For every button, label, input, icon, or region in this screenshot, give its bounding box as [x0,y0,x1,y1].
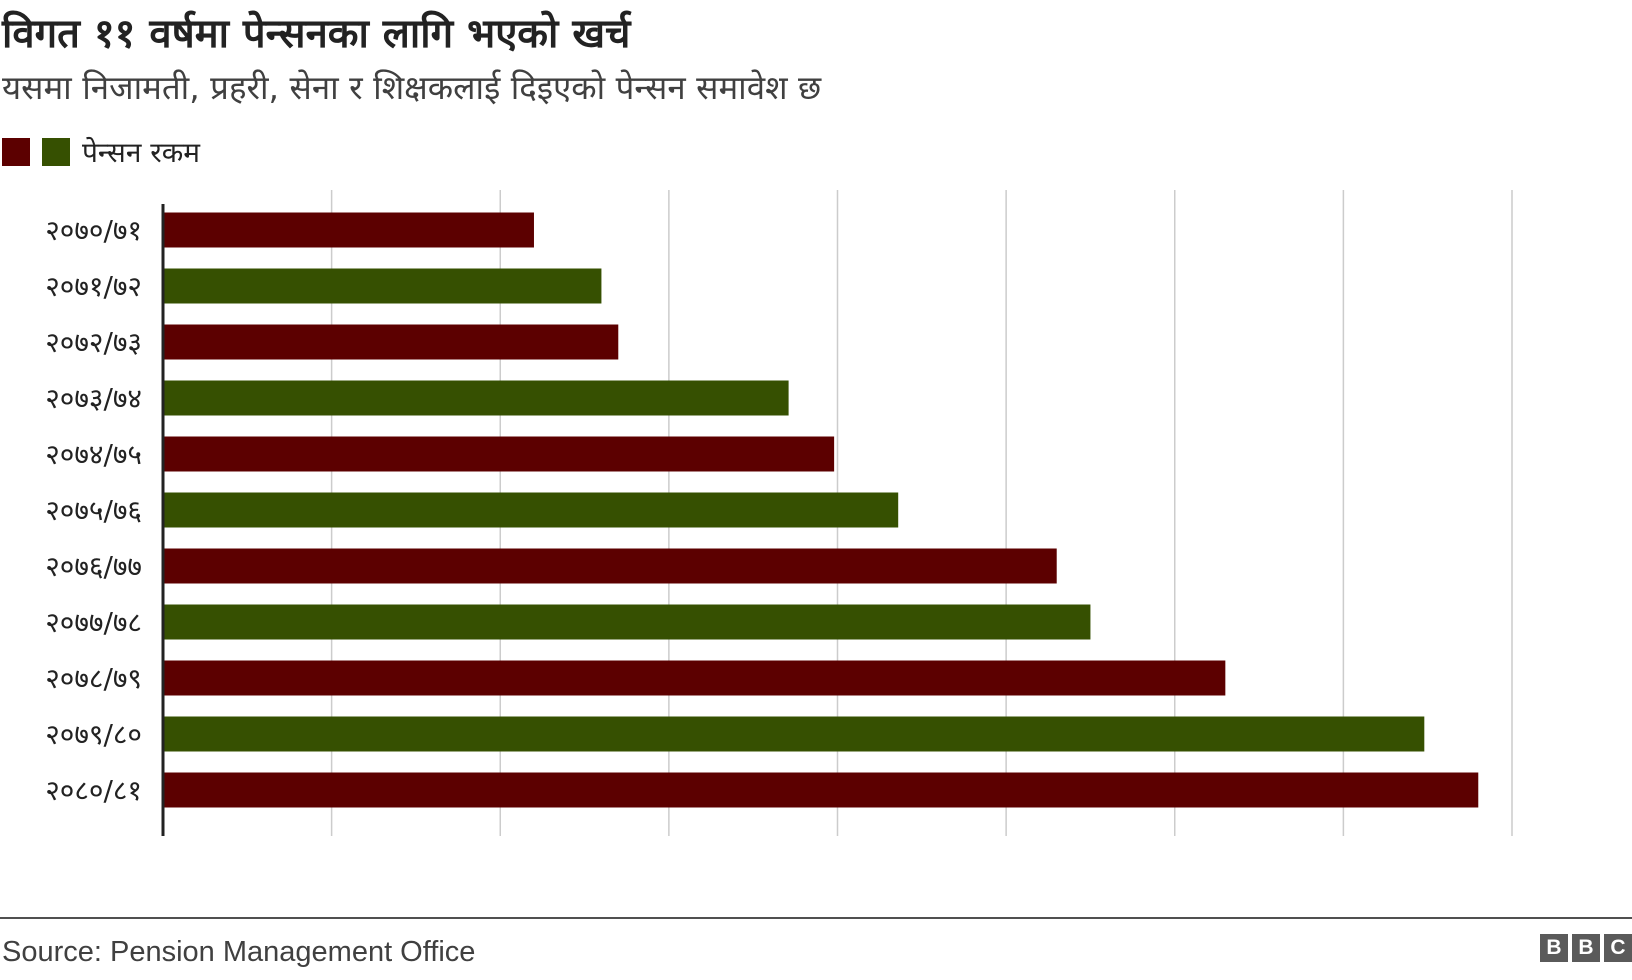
x-tick-label: ४०,०००,०००,००० [751,865,925,870]
x-tick-label: ६०,०००,०००,००० [1088,865,1262,870]
y-tick-label: २०७८/७९ [45,662,142,695]
legend: पेन्सन रकम [2,136,200,169]
legend-swatch-green [42,138,70,166]
bar [163,716,1425,752]
bbc-logo-letter: B [1572,934,1600,962]
y-tick-label: २०७७/७८ [45,606,142,639]
y-tick-label: २०७०/७१ [45,214,142,247]
bbc-logo-letter: B [1540,934,1568,962]
y-tick-label: २०७३/७४ [45,382,142,415]
y-tick-label: २०८०/८१ [45,774,142,807]
legend-label: पेन्सन रकम [82,136,200,169]
y-tick-label: २०७२/७३ [45,326,142,359]
bar [163,212,534,248]
y-tick-label: २०७१/७२ [45,270,142,303]
y-tick-label: २०७५/७६ [45,494,142,527]
x-tick-label: ० [157,865,171,870]
footer-divider [0,917,1632,919]
bar-chart: २०७०/७१ २०७१/७२ २०७२/७३ २०७३/७४ २०७४/७५ २०७५/… [45,190,1620,870]
legend-swatch-red [2,138,30,166]
bar [163,268,602,304]
bar [163,492,899,528]
chart-title: विगत ११ वर्षमा पेन्सनका लागि भएको खर्च [2,11,631,57]
y-tick-label: २०७९/८० [45,718,142,751]
source-note: Source: Pension Management Office [2,936,476,968]
y-tick-label: २०७६/७७ [45,550,142,583]
bar [163,380,789,416]
x-tick-label: २०,०००,०००,००० [413,865,587,870]
y-tick-label: २०७४/७५ [45,438,142,471]
bar [163,660,1226,696]
bar [163,436,835,472]
x-tick-label: ८०,०००,०००,००० [1446,865,1620,870]
bar [163,604,1091,640]
chart-subtitle: यसमा निजामती, प्रहरी, सेना र शिक्षकलाई द… [2,68,822,107]
bbc-logo-letter: C [1604,934,1632,962]
bar [163,772,1479,808]
bar [163,548,1057,584]
bar [163,324,619,360]
bbc-logo: B B C [1540,934,1632,962]
